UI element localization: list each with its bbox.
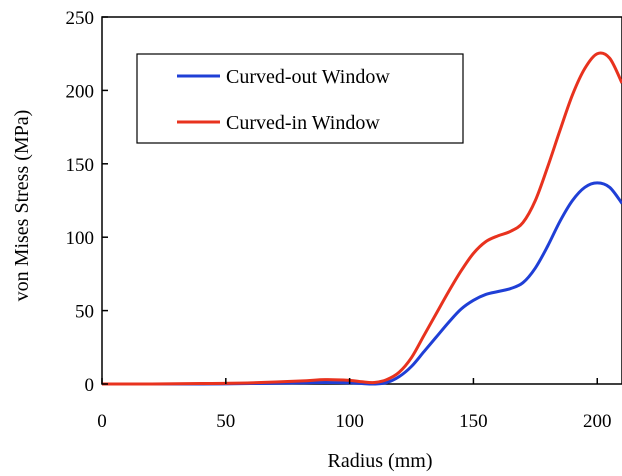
legend-label: Curved-out Window xyxy=(226,66,390,88)
x-tick-label: 0 xyxy=(97,411,107,432)
axes-layer: 0 50 100 150 200 250 0 50 100 150 200 xyxy=(66,8,612,432)
y-tick-label: 0 xyxy=(85,375,95,396)
legend: Curved-out Window Curved-in Window xyxy=(136,53,464,144)
x-tick-label: 200 xyxy=(583,411,612,432)
y-tick-label: 150 xyxy=(66,155,95,176)
y-tick-label: 50 xyxy=(75,302,94,323)
series-layer xyxy=(101,51,622,386)
series-line-curved-in xyxy=(101,51,622,386)
plot-area xyxy=(101,16,622,386)
x-tick-label: 150 xyxy=(459,411,488,432)
x-tick-label: 100 xyxy=(335,411,364,432)
legend-box xyxy=(136,53,464,144)
y-axis-title: von Mises Stress (MPa) xyxy=(11,110,33,302)
y-tick-label: 200 xyxy=(66,81,95,102)
y-tick-label: 100 xyxy=(66,228,95,249)
y-tick-label: 250 xyxy=(66,8,95,29)
x-tick-label: 50 xyxy=(216,411,235,432)
x-axis-title: Radius (mm) xyxy=(328,450,433,472)
legend-label: Curved-in Window xyxy=(226,112,380,134)
series-line-curved-out xyxy=(101,181,622,386)
